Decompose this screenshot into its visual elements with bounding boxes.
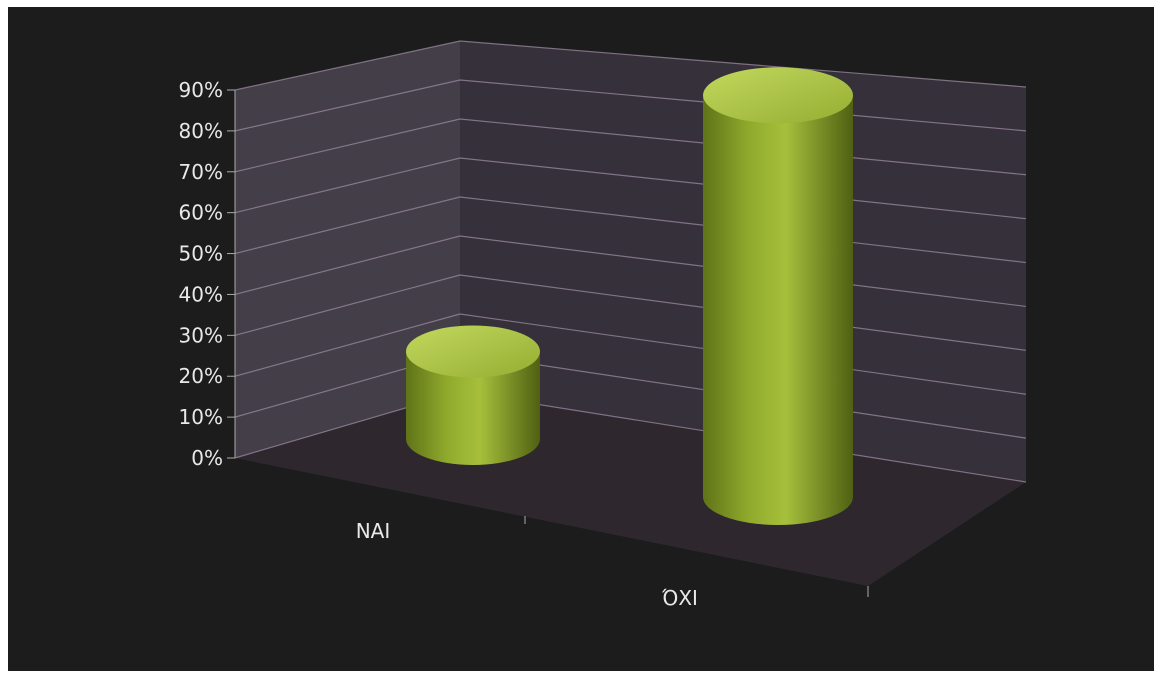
bar-top: [703, 67, 853, 124]
bar-1: [703, 67, 853, 526]
y-tick-label: 50%: [179, 242, 223, 266]
y-tick-label: 40%: [179, 282, 223, 306]
y-axis: 0% 10% 20% 30% 40% 50% 60% 70% 80% 90%: [179, 78, 236, 470]
bar-body: [703, 95, 853, 526]
x-axis: NAI ΌΧΙ: [356, 516, 869, 610]
y-tick-label: 90%: [179, 78, 223, 102]
bars: [406, 67, 853, 526]
bar-0: [406, 325, 540, 465]
chart-svg: 0% 10% 20% 30% 40% 50% 60% 70% 80% 90% NAI ΌΧΙ: [179, 40, 1027, 610]
y-tick-label: 30%: [179, 323, 223, 347]
y-tick-label: 20%: [179, 364, 223, 388]
y-tick-label: 70%: [179, 160, 223, 184]
chart-frame: 0% 10% 20% 30% 40% 50% 60% 70% 80% 90% NAI ΌΧΙ: [8, 7, 1154, 671]
gridline: [234, 40, 1027, 91]
side-wall: [235, 41, 460, 458]
y-tick-label: 80%: [179, 119, 223, 143]
bar-top: [406, 325, 540, 378]
x-tick-label: NAI: [356, 519, 391, 543]
y-tick-label: 60%: [179, 201, 223, 225]
y-tick-label: 10%: [179, 405, 223, 429]
y-tick-label: 0%: [191, 446, 223, 470]
chart-walls: [235, 41, 1026, 586]
x-tick-label: ΌΧΙ: [661, 586, 698, 610]
bar-body: [406, 351, 540, 465]
